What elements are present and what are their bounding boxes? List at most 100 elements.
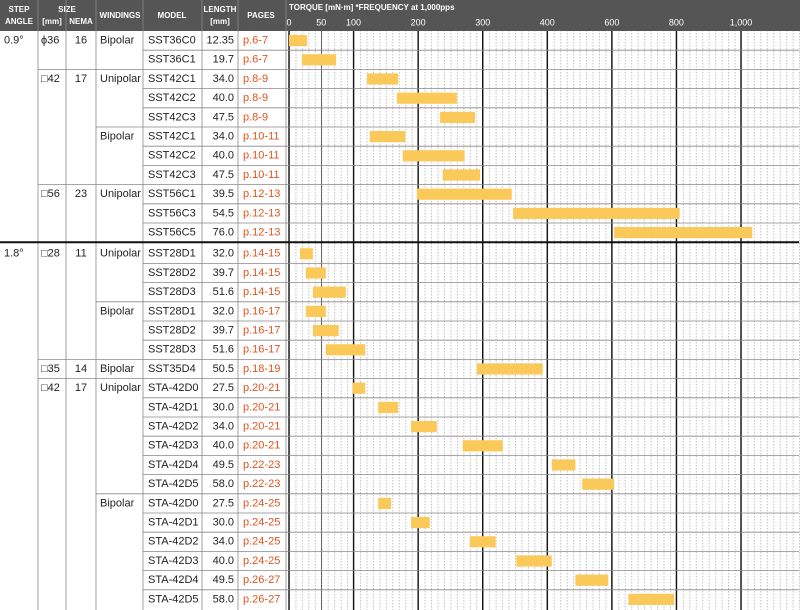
length: 49.5 [213,459,234,471]
pages: p.20-21 [243,382,280,394]
torque-bar [299,248,313,260]
torque-bar [476,363,543,375]
size: □56 [41,188,60,200]
torque-bar [462,440,503,452]
nema: 14 [75,363,87,375]
model: STA-42D3 [148,555,199,567]
model: SST56C3 [148,207,196,219]
length: 32.0 [213,248,234,260]
pages: p.22-23 [243,459,280,471]
size: ϕ36 [41,35,59,47]
torque-bar [628,593,675,605]
model: SST42C2 [148,92,196,104]
model: SST56C5 [148,227,196,239]
torque-bar [582,478,615,490]
nema: 17 [75,73,87,85]
x-tick-label: 1,000 [730,17,753,27]
torque-bar [469,536,496,548]
pages: p.16-17 [243,344,280,356]
winding: Bipolar [100,35,135,47]
torque-bar [416,188,512,200]
pages: p.20-21 [243,401,280,413]
pages: p.18-19 [243,363,280,375]
model: STA-42D4 [148,459,199,471]
model: STA-42D5 [148,478,199,490]
winding: Unipolar [100,73,141,85]
length: 32.0 [213,305,234,317]
length: 47.5 [213,169,234,181]
pages: p.20-21 [243,440,280,452]
pages: p.14-15 [243,286,280,298]
x-tick-label: 50 [316,17,326,27]
torque-bar [378,401,399,413]
length: 19.7 [213,54,234,66]
header-bg [0,0,800,31]
pages: p.6-7 [243,35,268,47]
pages: p.16-17 [243,305,280,317]
length: 47.5 [213,111,234,123]
torque-bar [575,574,609,586]
torque-bar [614,227,753,239]
length: 58.0 [213,478,234,490]
winding: Unipolar [100,248,141,260]
header: NEMA [69,17,93,26]
nema: 11 [75,248,86,260]
x-tick-label: 200 [411,17,426,27]
nema: 23 [75,188,87,200]
model: SST42C3 [148,111,196,123]
model: STA-42D1 [148,517,199,529]
torque-bar [513,207,680,219]
length: 34.0 [213,536,234,548]
header: STEP [9,5,31,14]
x-tick-label: 300 [475,17,490,27]
torque-bar [367,73,399,85]
x-tick-label: 400 [540,17,555,27]
length: 76.0 [213,227,234,239]
model: STA-42D4 [148,574,199,586]
torque-bar [440,111,475,123]
length: 39.7 [213,267,234,279]
header: SIZE [58,5,76,14]
length: 40.0 [213,440,234,452]
step-angle: 0.9° [4,35,24,47]
winding: Bipolar [100,363,135,375]
model: STA-42D3 [148,440,199,452]
pages: p.26-27 [243,574,280,586]
model: SST28D1 [148,305,196,317]
model: SST28D1 [148,248,196,260]
nema: 16 [75,35,87,47]
length: 40.0 [213,92,234,104]
winding: Bipolar [100,497,135,509]
winding: Unipolar [100,382,141,394]
pages: p.20-21 [243,421,280,433]
model: SST42C3 [148,169,196,181]
header: PAGES [247,11,275,20]
torque-bar [312,325,339,337]
model: SST56C1 [148,188,196,200]
torque-bar [396,92,457,104]
length: 12.35 [206,35,234,47]
length: 30.0 [213,401,234,413]
step-angle: 1.8° [4,248,24,260]
minor-grid [286,31,800,610]
header: ANGLE [5,17,34,26]
model: SST28D3 [148,286,196,298]
pages: p.24-25 [243,536,280,548]
torque-bar [402,150,465,162]
torque-bar [305,305,326,317]
model: STA-42D2 [148,536,199,548]
torque-bar [325,344,366,356]
pages: p.14-15 [243,248,280,260]
pages: p.16-17 [243,325,280,337]
x-tick-label: 800 [669,17,684,27]
pages: p.12-13 [243,227,280,239]
length: 51.6 [213,344,234,356]
torque-bar [369,131,406,143]
size: □28 [41,248,60,260]
torque-bar [352,382,366,394]
pages: p.14-15 [243,267,280,279]
pages: p.8-9 [243,92,268,104]
header: WINDINGS [100,11,142,20]
x-tick-label: 100 [346,17,361,27]
winding: Bipolar [100,305,135,317]
